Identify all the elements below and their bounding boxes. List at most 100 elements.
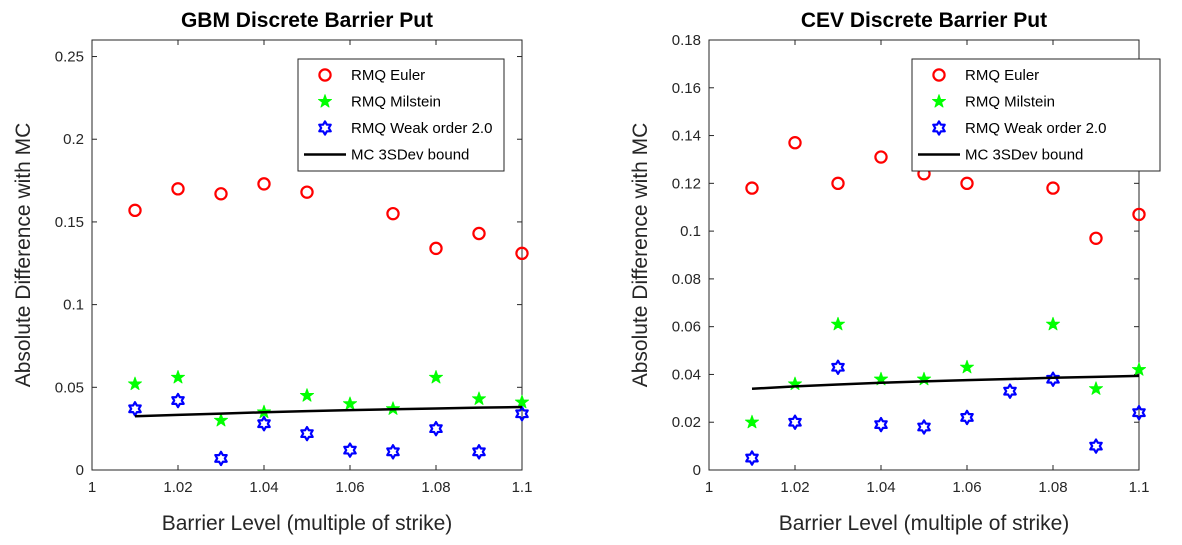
data-point bbox=[745, 450, 759, 466]
legend-marker-rmq-euler bbox=[932, 68, 946, 82]
data-point bbox=[300, 425, 314, 442]
x-axis-label: Barrier Level (multiple of strike) bbox=[162, 512, 453, 535]
y-tick-label: 0.12 bbox=[672, 175, 701, 192]
data-point bbox=[788, 136, 802, 150]
chart-panel-1: 1 1.02 1.04 1.06 1.08 1.1 0 0.05 0.1 0.15 0.2 0.25 G… bbox=[12, 9, 532, 535]
y-tick-label: 0.1 bbox=[63, 297, 84, 314]
data-point bbox=[1132, 404, 1146, 421]
data-point bbox=[960, 409, 974, 426]
x-tick-label: 1.1 bbox=[512, 479, 533, 496]
data-point bbox=[342, 396, 358, 410]
legend-marker-rmq-milstein bbox=[317, 94, 333, 108]
series-rmq-weak-order-2-0 bbox=[128, 392, 529, 467]
series-rmq-euler bbox=[745, 136, 1146, 245]
x-tick-label: 1 bbox=[88, 479, 96, 496]
y-tick-label: 0.2 bbox=[63, 131, 84, 148]
data-point bbox=[386, 206, 400, 221]
data-point bbox=[831, 359, 845, 375]
data-point bbox=[788, 414, 802, 430]
legend-label: RMQ Milstein bbox=[351, 94, 441, 111]
legend-label: RMQ Weak order 2.0 bbox=[965, 120, 1106, 137]
data-point bbox=[128, 203, 142, 218]
x-tick-label: 1.02 bbox=[163, 479, 192, 496]
chart-panel-2: 1 1.02 1.04 1.06 1.08 1.1 0 0.02 0.04 0.06 0.08 0.1… bbox=[629, 9, 1161, 535]
x-tick-label: 1.08 bbox=[1038, 479, 1067, 496]
data-point bbox=[1089, 231, 1103, 245]
legend-box bbox=[297, 58, 505, 172]
chart-title: GBM Discrete Barrier Put bbox=[181, 9, 433, 32]
legend-box bbox=[911, 58, 1161, 172]
data-point bbox=[300, 185, 314, 199]
data-point bbox=[1131, 362, 1147, 376]
data-point bbox=[214, 187, 228, 201]
data-point bbox=[1045, 316, 1061, 331]
legend-label: MC 3SDev bound bbox=[965, 147, 1083, 164]
data-point bbox=[343, 442, 357, 458]
legend-marker-rmq-euler bbox=[318, 68, 332, 82]
x-tick-label: 1.04 bbox=[866, 479, 895, 496]
data-point bbox=[428, 369, 444, 384]
data-point bbox=[874, 150, 888, 164]
data-point bbox=[299, 388, 315, 402]
x-tick-label: 1 bbox=[705, 479, 713, 496]
data-point bbox=[744, 414, 760, 429]
y-tick-label: 0.04 bbox=[672, 366, 701, 383]
x-tick-label: 1.06 bbox=[335, 479, 364, 496]
y-tick-label: 0.16 bbox=[672, 80, 701, 97]
data-point bbox=[1088, 381, 1104, 395]
data-point bbox=[472, 444, 486, 460]
data-point bbox=[429, 420, 443, 437]
series-mc-3sdev-bound bbox=[134, 405, 523, 418]
data-point bbox=[1046, 371, 1060, 387]
x-tick-label: 1.02 bbox=[780, 479, 809, 496]
legend-label: RMQ Euler bbox=[965, 67, 1039, 84]
data-point bbox=[127, 376, 143, 391]
y-tick-label: 0.08 bbox=[672, 271, 701, 288]
y-axis-label: Absolute Difference with MC bbox=[12, 123, 35, 388]
y-tick-label: 0 bbox=[693, 462, 701, 479]
legend: RMQ Euler RMQ Milstein RMQ Weak order 2.0 M… bbox=[297, 58, 505, 172]
y-tick-label: 0.15 bbox=[55, 214, 84, 231]
data-point bbox=[213, 412, 229, 427]
legend-marker-rmq-weak-order-2-0 bbox=[932, 120, 946, 136]
data-point bbox=[171, 182, 185, 196]
legend-label: RMQ Milstein bbox=[965, 94, 1055, 111]
data-point bbox=[1046, 181, 1060, 195]
mc-bound-line bbox=[134, 405, 523, 418]
data-point bbox=[515, 406, 529, 422]
y-tick-label: 0.06 bbox=[672, 319, 701, 336]
y-axis-label: Absolute Difference with MC bbox=[629, 123, 652, 388]
series-rmq-euler bbox=[128, 177, 529, 261]
data-point bbox=[745, 181, 759, 195]
legend-marker-rmq-milstein bbox=[931, 94, 947, 108]
y-tick-label: 0.02 bbox=[672, 414, 701, 431]
data-point bbox=[171, 392, 185, 409]
y-tick-label: 0.18 bbox=[672, 32, 701, 49]
x-tick-label: 1.04 bbox=[249, 479, 278, 496]
legend-marker-rmq-weak-order-2-0 bbox=[318, 120, 332, 136]
x-axis-label: Barrier Level (multiple of strike) bbox=[779, 512, 1070, 535]
data-point bbox=[170, 369, 186, 384]
data-point bbox=[874, 416, 888, 433]
data-point bbox=[386, 444, 400, 460]
data-point bbox=[960, 176, 974, 191]
series-rmq-weak-order-2-0 bbox=[745, 359, 1146, 466]
data-point bbox=[1003, 383, 1017, 399]
data-point bbox=[257, 415, 271, 432]
legend: RMQ Euler RMQ Milstein RMQ Weak order 2.0 M… bbox=[911, 58, 1161, 172]
y-tick-label: 0.25 bbox=[55, 49, 84, 66]
data-point bbox=[515, 246, 529, 261]
data-point bbox=[1089, 438, 1103, 454]
series-mc-3sdev-bound bbox=[751, 374, 1140, 391]
data-point bbox=[429, 241, 443, 256]
data-point bbox=[1132, 207, 1146, 222]
data-point bbox=[472, 226, 486, 241]
data-point bbox=[471, 391, 487, 405]
y-tick-label: 0.1 bbox=[680, 223, 701, 240]
x-tick-label: 1.06 bbox=[952, 479, 981, 496]
data-point bbox=[831, 176, 845, 191]
y-tick-label: 0 bbox=[76, 462, 84, 479]
y-tick-label: 0.05 bbox=[55, 379, 84, 396]
x-tick-label: 1.08 bbox=[421, 479, 450, 496]
